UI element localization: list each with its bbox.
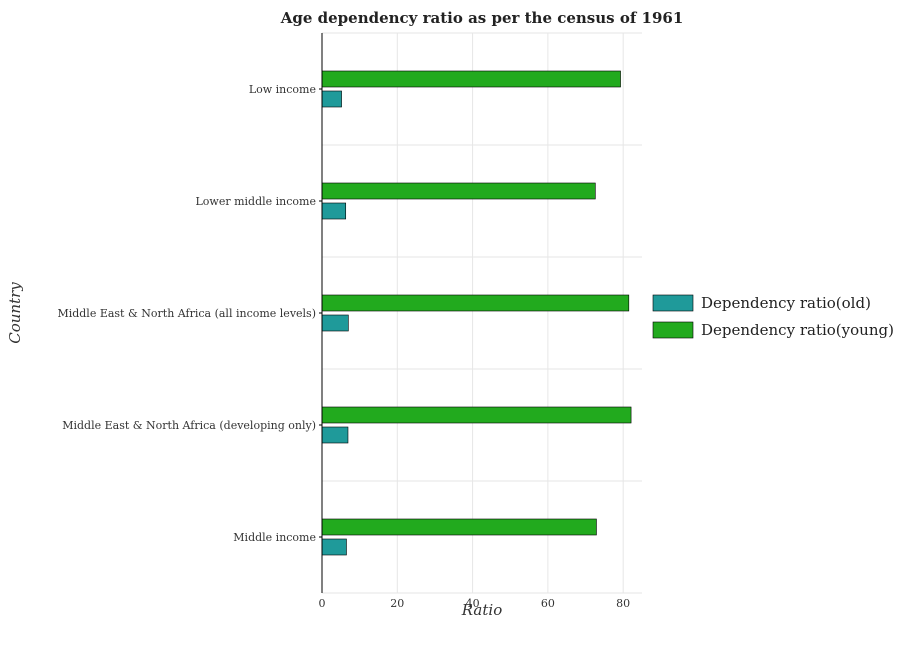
bar-young	[322, 71, 621, 87]
y-tick-label: Middle East & North Africa (all income l…	[57, 307, 316, 320]
y-tick-labels: Low income Lower middle income Middle East…	[57, 83, 322, 544]
x-tick-label: 20	[390, 597, 404, 610]
bar-old	[322, 539, 346, 555]
y-axis-label: Country	[6, 282, 24, 344]
legend-label: Dependency ratio(old)	[701, 294, 871, 312]
legend: Dependency ratio(old) Dependency ratio(yo…	[653, 294, 894, 339]
y-tick-label: Middle income	[233, 531, 316, 544]
bars	[322, 71, 631, 555]
bar-young	[322, 183, 595, 199]
grid	[322, 33, 642, 593]
chart-title: Age dependency ratio as per the census o…	[280, 9, 684, 27]
bar-young	[322, 407, 631, 423]
x-tick-label: 0	[319, 597, 326, 610]
legend-swatch	[653, 295, 693, 311]
x-tick-label: 60	[541, 597, 555, 610]
y-tick-label: Low income	[249, 83, 316, 96]
y-tick-label: Middle East & North Africa (developing o…	[62, 419, 316, 432]
y-tick-label: Lower middle income	[196, 195, 317, 208]
x-axis-label: Ratio	[461, 601, 502, 619]
bar-young	[322, 519, 596, 535]
bar-old	[322, 427, 348, 443]
bar-old	[322, 91, 342, 107]
x-tick-label: 80	[616, 597, 630, 610]
bar-old	[322, 315, 348, 331]
legend-label: Dependency ratio(young)	[701, 321, 894, 339]
bar-old	[322, 203, 346, 219]
legend-swatch	[653, 322, 693, 338]
bar-young	[322, 295, 629, 311]
